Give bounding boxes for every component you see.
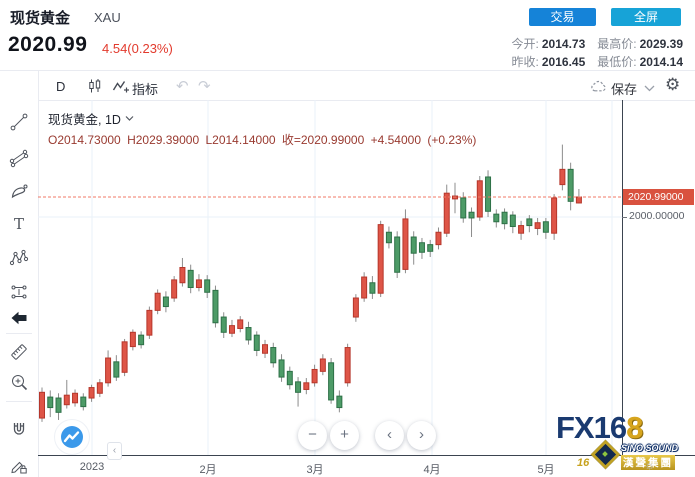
toolbar-bottom-divider — [0, 100, 695, 101]
price-axis[interactable] — [623, 100, 695, 455]
brush-tool[interactable] — [9, 182, 29, 202]
lock-drawings-tool[interactable] — [9, 456, 29, 476]
sino-sound-text: SiNO SOUND — [621, 443, 679, 453]
zoom-in-tool[interactable] — [9, 372, 29, 392]
time-axis-label: 3月 — [306, 464, 324, 476]
chart-canvas[interactable] — [0, 100, 695, 456]
indicator-icon — [112, 81, 129, 93]
back-button[interactable] — [9, 308, 29, 328]
time-axis-line — [38, 455, 695, 456]
magnet-icon — [13, 423, 25, 435]
time-axis-label: 2月 — [199, 464, 217, 476]
ohlc-readout: O2014.73000 H2029.39000 L2014.14000 收=20… — [48, 133, 477, 147]
platform-logo[interactable] — [53, 418, 91, 456]
fullscreen-button[interactable]: 全屏 — [611, 8, 681, 26]
save-button[interactable]: 保存 — [611, 82, 638, 97]
settings-button[interactable]: ⚙ — [665, 75, 681, 94]
brush-icon — [11, 184, 28, 199]
crossed-lines-icon — [9, 149, 29, 168]
projection-tool[interactable] — [9, 282, 29, 302]
indicator-button[interactable] — [111, 78, 131, 96]
cloud-sync-icon — [588, 77, 608, 95]
text-tool[interactable]: T — [13, 215, 24, 233]
interval-button[interactable]: D — [56, 79, 66, 94]
chevron-down-icon — [125, 116, 134, 121]
collapse-pane-tab[interactable]: ‹ — [107, 442, 122, 460]
zoom-in-button[interactable]: + — [330, 421, 359, 450]
trendline-icon — [10, 113, 28, 131]
high-stat: 最高价: 2029.39 — [597, 37, 683, 51]
gann-lines-tool[interactable] — [9, 148, 29, 168]
xabcd-pattern-tool[interactable] — [9, 248, 29, 268]
ruler-icon — [11, 344, 27, 360]
prev-close-stat: 昨收: 2016.45 — [511, 55, 586, 69]
hansheng-group-text: 漢聲集團 — [621, 455, 675, 470]
time-axis-label: 5月 — [537, 464, 555, 476]
zoom-out-button[interactable]: − — [298, 421, 327, 450]
current-price-label: 2020.99000 — [623, 189, 694, 205]
fx168-watermark: FX168 — [556, 410, 643, 445]
undo-button[interactable]: ↶ — [176, 78, 189, 95]
drawing-toolbar: T — [0, 71, 39, 477]
low-stat: 最低价: 2014.14 — [597, 55, 683, 69]
chevron-down-icon — [644, 85, 655, 92]
series-legend[interactable]: 现货黄金, 1D — [48, 109, 134, 128]
chart-style-button[interactable] — [85, 76, 105, 96]
stats-row-2: 昨收: 2016.45 最低价: 2014.14 — [512, 53, 683, 70]
time-axis-label: 2023 — [79, 461, 105, 473]
redo-button[interactable]: ↷ — [198, 78, 211, 95]
pan-right-button[interactable]: › — [407, 421, 436, 450]
candlestick-icon — [89, 79, 101, 93]
save-menu-chevron[interactable] — [644, 84, 655, 93]
sun-icon: ☼ — [644, 458, 655, 472]
stats-row-1: 今开: 2014.73 最高价: 2029.39 — [512, 35, 683, 52]
time-axis[interactable]: 2023 2月 3月 4月 5月 — [0, 455, 695, 477]
open-stat: 今开: 2014.73 — [511, 37, 586, 51]
watermark-16: 16 — [577, 457, 590, 469]
pan-left-button[interactable]: ‹ — [375, 421, 404, 450]
measure-tool[interactable] — [9, 342, 29, 362]
series-title: 现货黄金, 1D — [48, 113, 121, 127]
back-arrow-icon — [11, 311, 27, 325]
indicator-label[interactable]: 指标 — [132, 82, 159, 97]
mountain-chart-logo-icon — [54, 419, 90, 455]
time-axis-label: 4月 — [423, 464, 441, 476]
price-axis-label: 2000.00000 — [621, 210, 685, 222]
sidebar-divider — [6, 401, 32, 402]
symbol-code: XAU — [94, 10, 121, 25]
price-axis-line — [622, 100, 623, 456]
projection-icon — [11, 285, 27, 299]
pencil-lock-icon — [11, 461, 27, 474]
magnifier-plus-icon — [12, 375, 28, 391]
toolbar-top-divider — [0, 70, 695, 71]
price-change: 4.54(0.23%) — [102, 41, 173, 56]
last-price: 2020.99 — [8, 33, 88, 56]
trendline-tool[interactable] — [9, 112, 29, 132]
sidebar-divider — [6, 333, 32, 334]
symbol-name: 现货黄金 — [10, 10, 71, 27]
magnet-tool[interactable] — [9, 420, 29, 440]
xabcd-icon — [9, 249, 29, 266]
trade-button[interactable]: 交易 — [529, 8, 596, 26]
